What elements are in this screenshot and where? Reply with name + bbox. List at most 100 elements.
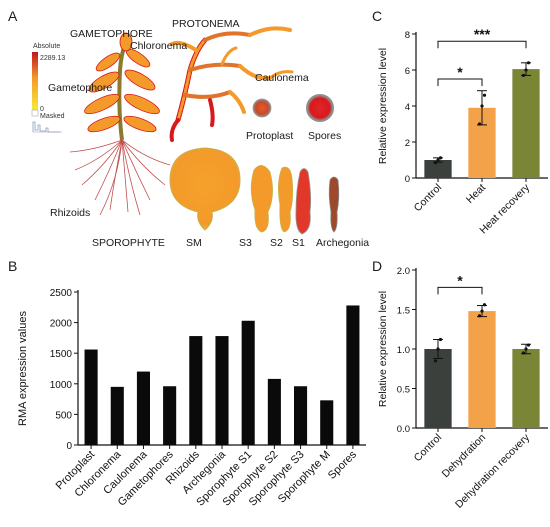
bar-2: [468, 311, 496, 428]
y-tick-label: 4: [405, 102, 410, 113]
bar-1: [424, 349, 452, 428]
y-tick-label: 1.5: [397, 306, 410, 317]
data-point: [433, 359, 438, 363]
category-label-11: Spores: [326, 448, 359, 481]
significance-bracket-1: [437, 286, 483, 295]
bar-7: [241, 320, 255, 445]
scale-masked-label: Masked: [40, 113, 65, 120]
label-protonema-title: PROTONEMA: [172, 18, 240, 30]
bar-3: [512, 69, 540, 178]
gametophore-drawing: [69, 32, 171, 216]
y-tick-label: 1000: [50, 380, 73, 391]
label-archegonia: Archegonia: [316, 237, 370, 249]
bar-8: [267, 378, 281, 445]
data-point: [524, 347, 528, 351]
y-tick-label: 2500: [50, 288, 73, 299]
y-tick-label: 0.5: [397, 385, 410, 396]
significance-label-2: ***: [474, 26, 491, 42]
bar-4: [163, 386, 177, 445]
label-chloronema: Chloronema: [130, 40, 188, 52]
y-tick-label: 2000: [50, 319, 73, 330]
label-s1: S1: [292, 237, 305, 249]
moss-lifecycle-illustration: Absolute 2289.13 0 Masked: [0, 0, 370, 265]
panel-letter-c: C: [372, 8, 383, 24]
bar-3: [512, 349, 540, 428]
bar-6: [215, 336, 229, 445]
data-point: [433, 161, 438, 165]
data-point: [438, 156, 443, 160]
expression-color-scale: Absolute 2289.13 0 Masked: [31, 43, 65, 133]
y-tick-label: 2: [405, 138, 410, 149]
scale-title: Absolute: [33, 43, 60, 50]
bar-9: [294, 386, 308, 445]
category-label-1: Control: [412, 432, 444, 464]
scale-min-label: 0: [40, 106, 44, 113]
bar-5: [189, 336, 203, 445]
sporophyte-s3-drawing: [250, 165, 273, 233]
label-sm: SM: [186, 237, 202, 249]
data-point: [480, 309, 484, 313]
significance-label-1: *: [457, 64, 463, 80]
label-rhizoids: Rhizoids: [50, 207, 91, 219]
data-point: [477, 314, 482, 318]
bar-1: [424, 160, 452, 178]
y-axis-label: Relative expression level: [377, 48, 389, 164]
y-tick-label: 0: [66, 441, 72, 452]
panel-letter-a: A: [8, 8, 18, 24]
sporophyte-sm-drawing: [169, 147, 241, 231]
spore-drawing: [306, 94, 334, 122]
bar-10: [320, 400, 334, 445]
y-tick-label: 0.0: [397, 424, 410, 435]
data-point: [521, 351, 526, 355]
category-label-3: Dehydration recovery: [453, 431, 533, 511]
label-s2: S2: [270, 237, 283, 249]
chart-b-rma-expression: 0 500 1000 1500 2000 2500 RMA expression value…: [17, 288, 366, 509]
label-spores: Spores: [308, 130, 342, 142]
category-label-2: Heat: [464, 182, 488, 206]
label-gametophore-title: GAMETOPHORE: [70, 28, 153, 40]
category-label-2: Dehydration: [440, 432, 489, 481]
y-tick-label: 0: [405, 174, 410, 185]
protonema-drawing: [169, 26, 294, 142]
data-point: [526, 61, 531, 65]
protoplast-drawing: [252, 98, 272, 118]
archegonia-drawing: [328, 176, 340, 233]
sporophyte-s2-drawing: [278, 166, 294, 233]
data-point: [438, 337, 443, 342]
scale-max-label: 2289.13: [40, 55, 65, 62]
label-caulonema: Caulonema: [255, 72, 309, 84]
data-point: [482, 93, 487, 97]
label-s3: S3: [239, 237, 252, 249]
label-sporophyte: SPOROPHYTE: [92, 237, 165, 249]
y-tick-label: 6: [405, 66, 410, 77]
bar-1: [84, 349, 98, 445]
panel-letter-d: D: [372, 258, 383, 274]
y-tick-label: 1500: [50, 349, 73, 360]
bar-2: [110, 386, 124, 445]
bar-3: [136, 371, 150, 445]
chart-d-dehydration-expression: 0.0 0.5 1.0 1.5 2.0 Relative expression level…: [377, 266, 548, 511]
y-tick-label: 500: [55, 410, 72, 421]
significance-label-1: *: [457, 272, 463, 288]
y-tick-label: 1.0: [397, 345, 410, 356]
label-protoplast: Protoplast: [246, 130, 294, 142]
chart-c-heat-expression: 0 2 4 6 8 Relative expression level Control Hea…: [377, 26, 548, 236]
panel-letter-b: B: [8, 258, 18, 274]
y-tick-label: 2.0: [397, 266, 410, 277]
significance-bracket-1: [437, 78, 483, 86]
data-point: [524, 68, 528, 72]
data-point: [482, 303, 487, 307]
y-axis-label: Relative expression level: [377, 291, 389, 407]
data-point: [521, 73, 526, 77]
y-axis-label: RMA expression values: [17, 311, 29, 426]
y-tick-label: 8: [405, 30, 410, 41]
data-point: [436, 158, 440, 162]
illustration-svg: Absolute 2289.13 0 Masked: [31, 26, 340, 235]
significance-bracket-2: [437, 40, 527, 49]
bar-11: [346, 305, 360, 445]
data-point: [526, 343, 531, 347]
data-point: [477, 122, 482, 126]
sporophyte-s1-drawing: [295, 168, 312, 235]
label-gametophore: Gametophore: [48, 82, 113, 94]
data-point: [436, 347, 440, 351]
